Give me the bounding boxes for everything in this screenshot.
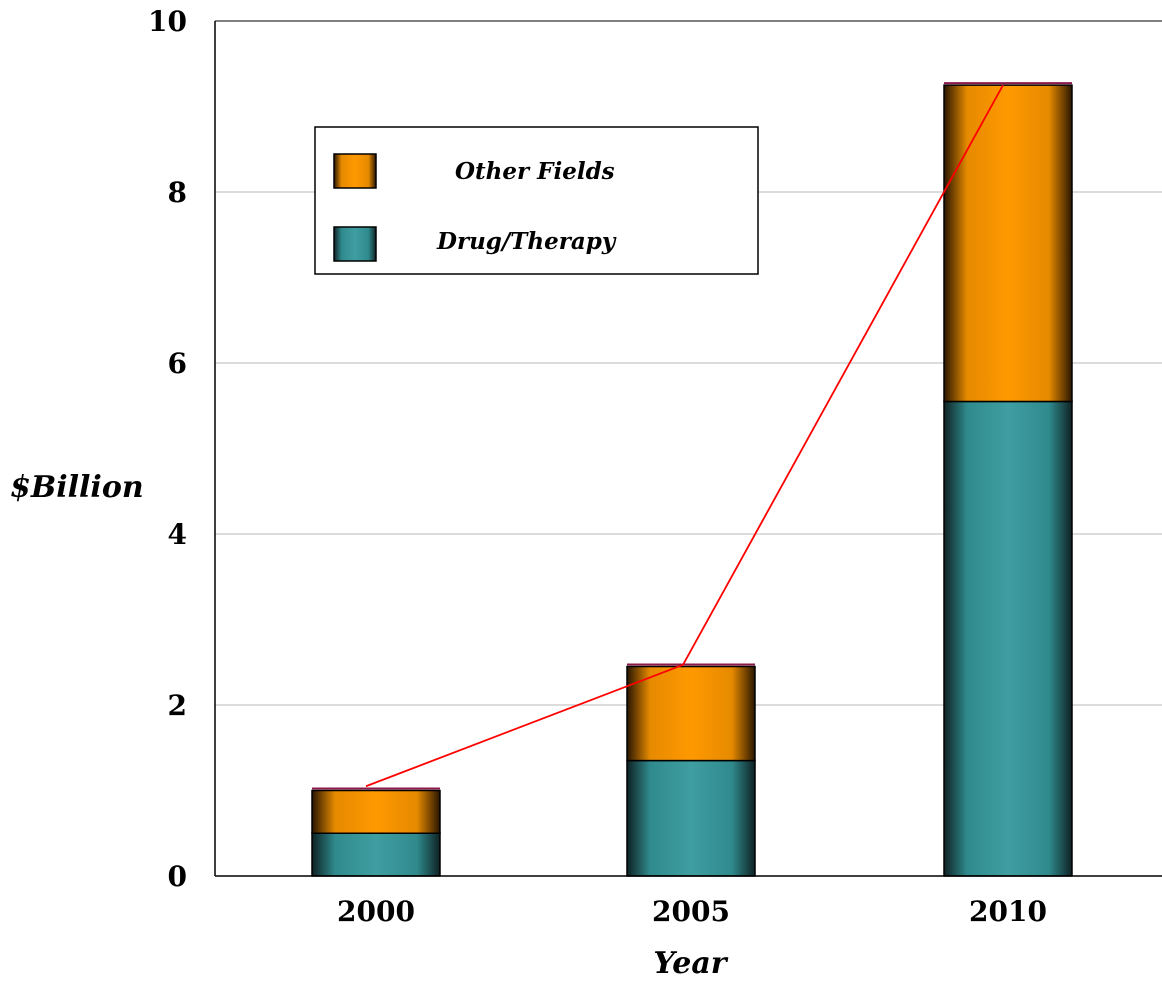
bars [311, 82, 1073, 877]
y-tick-label: 6 [168, 347, 187, 380]
bar-drug-therapy-2000 [311, 832, 441, 877]
y-tick-labels: 0 2 4 6 8 10 [148, 5, 187, 893]
y-tick-label: 2 [168, 689, 187, 722]
legend-label-other-fields: Other Fields [455, 158, 615, 185]
x-tick-label: 2010 [969, 895, 1047, 928]
bar-other-fields-2010 [943, 84, 1073, 403]
y-tick-label: 4 [168, 518, 187, 551]
legend-box [314, 126, 759, 275]
trend-line [365, 84, 1004, 788]
legend: Other Fields Drug/Therapy [314, 126, 759, 275]
axes [214, 20, 1162, 877]
bar-other-fields-2000 [311, 789, 441, 834]
x-tick-label: 2005 [652, 895, 730, 928]
legend-swatch-other-fields [333, 153, 377, 189]
bar-drug-therapy-2005 [626, 759, 756, 877]
y-tick-label: 10 [148, 5, 187, 38]
x-tick-labels: 2000 2005 2010 [337, 895, 1047, 928]
x-axis-title: Year [653, 946, 728, 981]
y-axis-title: $Billion [10, 470, 144, 505]
y-tick-label: 0 [168, 860, 187, 893]
y-tick-label: 8 [168, 176, 187, 209]
legend-swatch-drug-therapy [333, 226, 377, 262]
bar-other-fields-2005 [626, 665, 756, 762]
x-tick-label: 2000 [337, 895, 415, 928]
bar-drug-therapy-2010 [943, 400, 1073, 877]
legend-label-drug-therapy: Drug/Therapy [436, 228, 617, 255]
